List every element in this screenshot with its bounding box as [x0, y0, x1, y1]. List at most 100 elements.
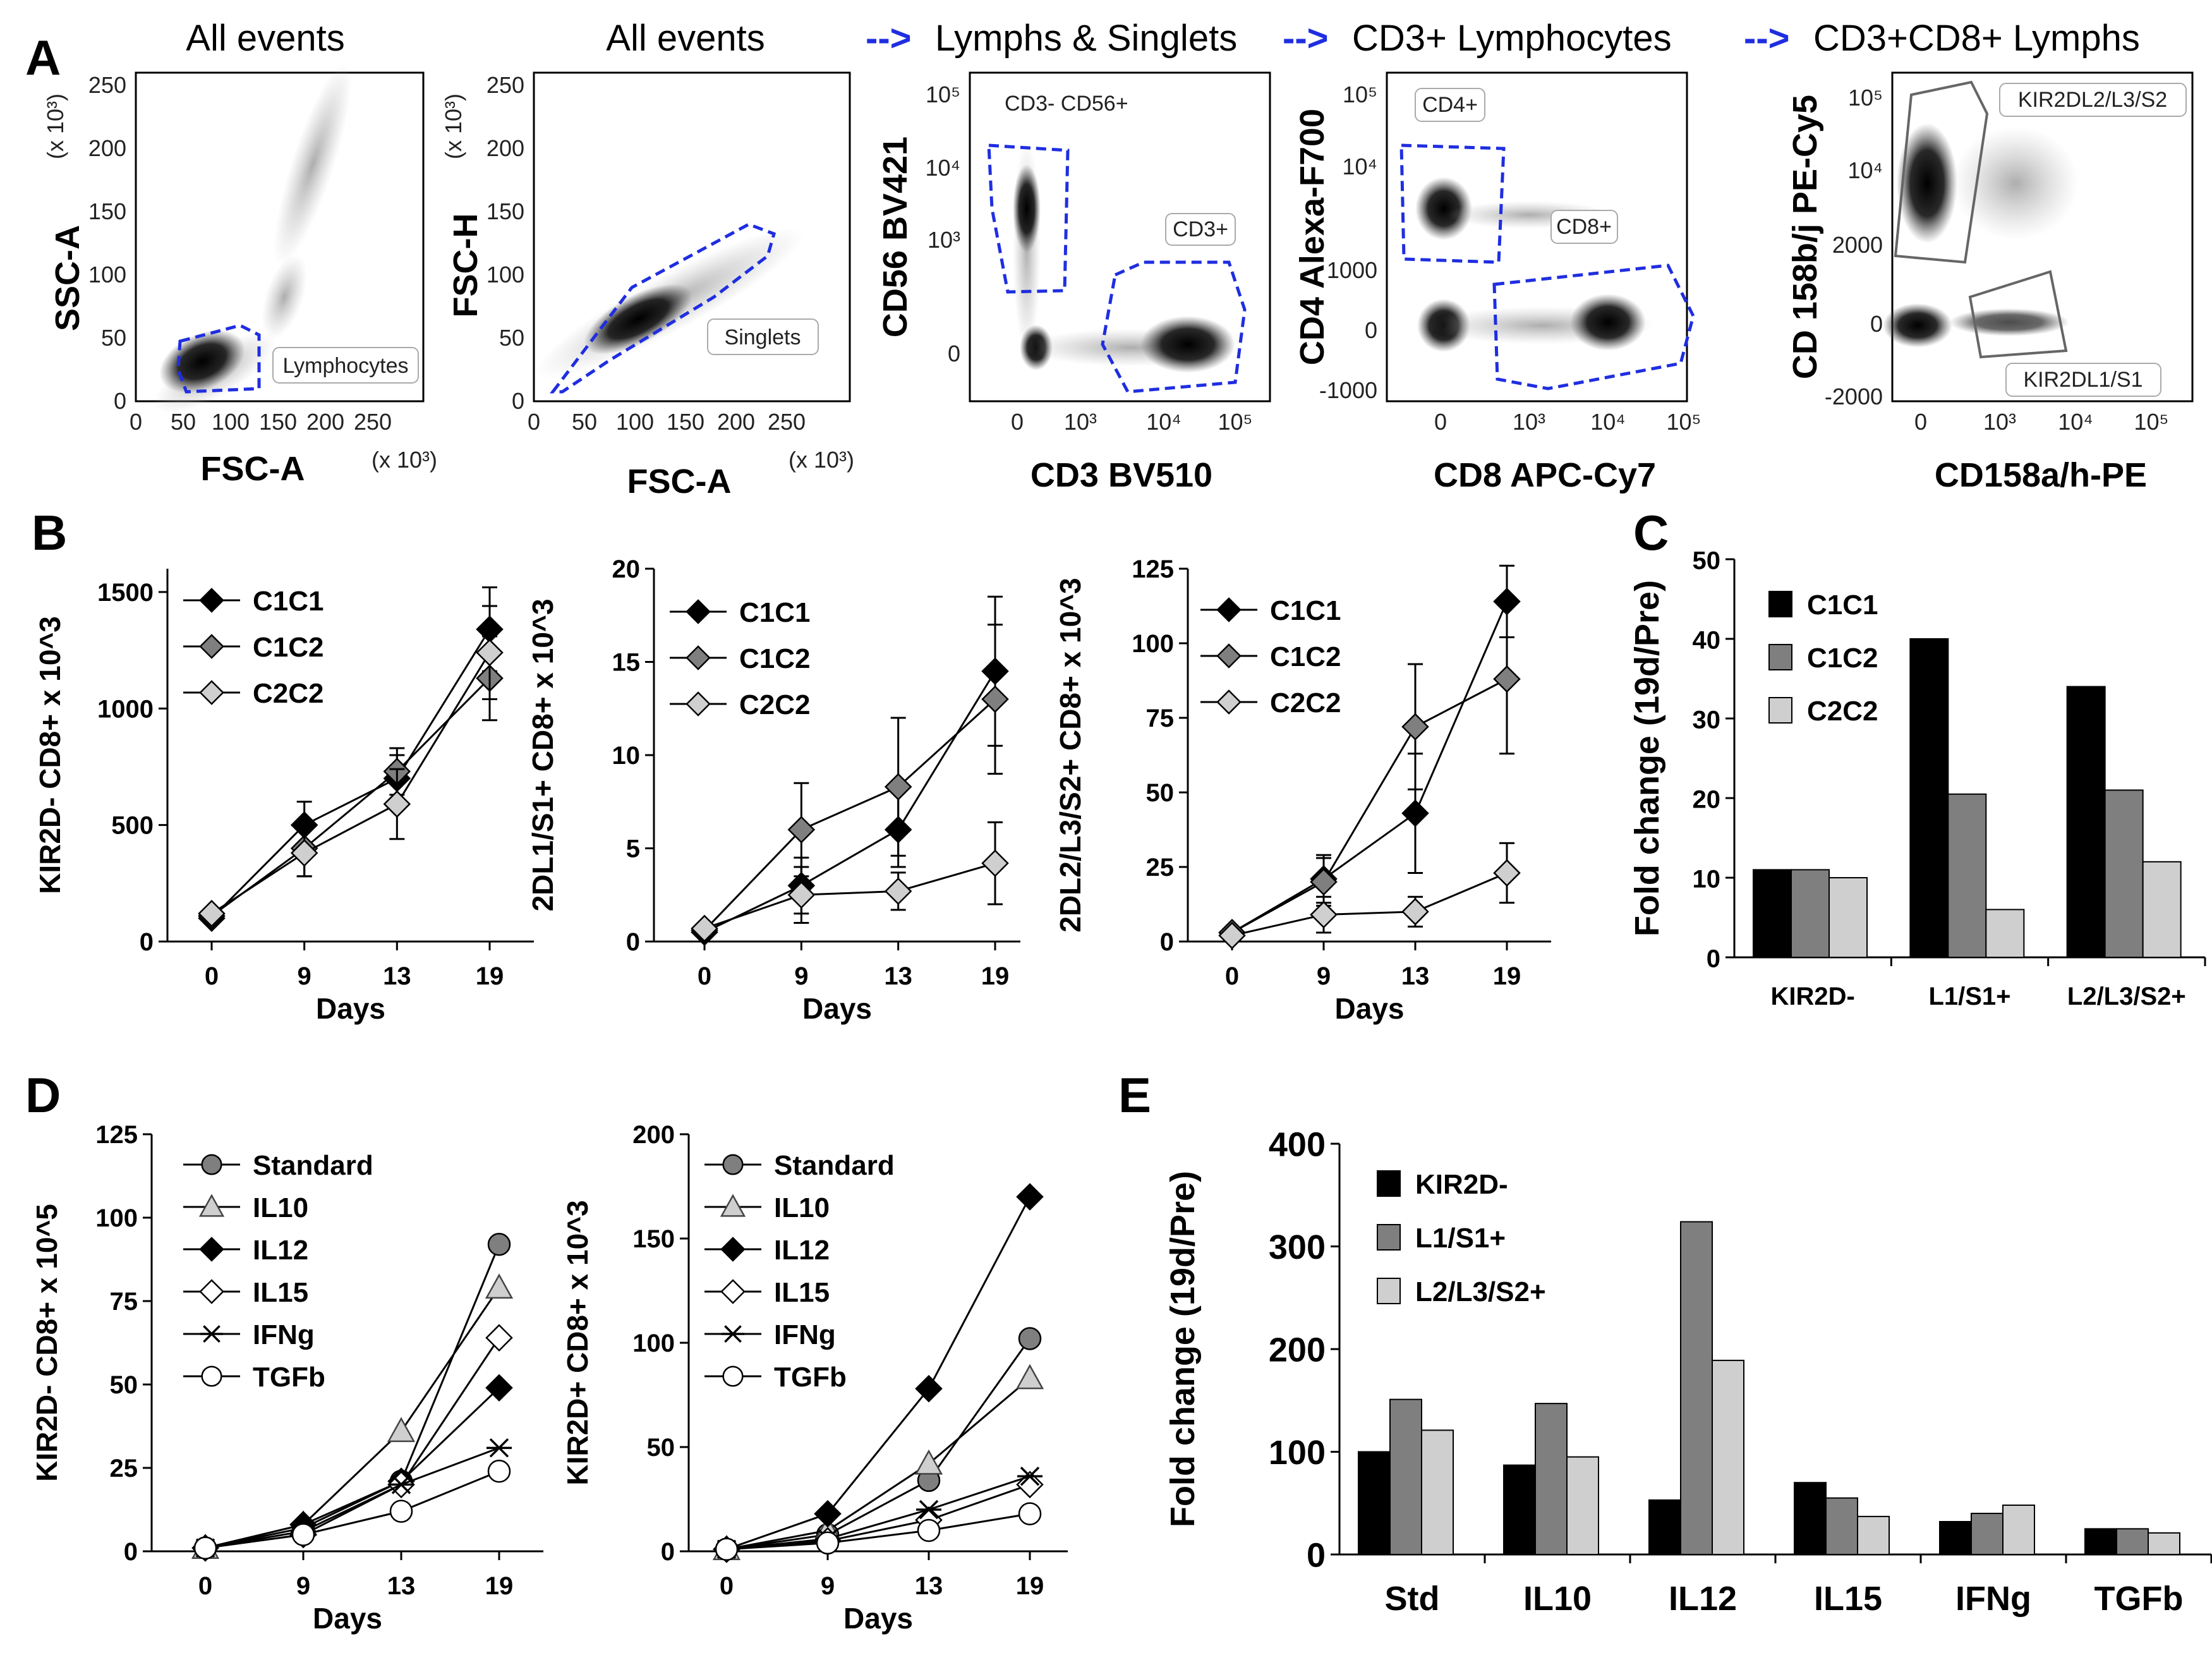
bar [1358, 1451, 1391, 1555]
legend-label: C2C2 [739, 689, 811, 720]
x-tick-label: 0 [698, 962, 711, 990]
bar [1794, 1482, 1827, 1555]
legend-marker [199, 1279, 224, 1304]
series-il12: IL12 [704, 1183, 1044, 1563]
data-point [1016, 1183, 1044, 1211]
data-point [1018, 1327, 1042, 1350]
y-tick-label: 50 [1146, 779, 1175, 807]
legend-label: IFNg [253, 1319, 315, 1350]
y-tick: 100 [487, 262, 524, 288]
bar [1680, 1221, 1713, 1555]
x-axis-label: Days [843, 1602, 913, 1635]
series-line [205, 1337, 500, 1549]
flow-panel-1: All events Lymphocytes 0 50 100 150 200 … [42, 18, 437, 488]
y-axis-label: SSC-A [49, 225, 87, 331]
x-tick: 10³ [1064, 409, 1097, 435]
data-point [981, 849, 1009, 877]
y-tick-label: 100 [1132, 630, 1174, 658]
x-axis-label: CD3 BV510 [1030, 456, 1212, 494]
legend-label: C1C2 [1270, 641, 1341, 672]
x-tick: 50 [171, 409, 196, 435]
series-line [704, 862, 996, 930]
y-tick: -2000 [1825, 384, 1883, 409]
legend-label: IL10 [774, 1192, 830, 1223]
data-point [485, 1273, 514, 1299]
x-tick-label: 19 [476, 962, 504, 990]
gate-label: Singlets [725, 325, 801, 349]
panel-label-e: E [1118, 1067, 1151, 1123]
legend-marker [722, 1366, 744, 1387]
y-tick: 10⁴ [1342, 154, 1377, 179]
bar [1791, 869, 1830, 959]
series-line [205, 1446, 500, 1549]
x-tick: 50 [572, 409, 597, 435]
legend-label: C1C2 [739, 643, 811, 674]
x-tick: 0 [1434, 409, 1447, 435]
series-line [703, 698, 996, 931]
x-tick-label: L1/S1+ [1928, 983, 2010, 1010]
y-tick-label: 15 [612, 649, 641, 677]
x-tick: 10⁵ [1667, 409, 1701, 435]
bar [2116, 1528, 2149, 1555]
chart-d1-kir2d-neg: 0 25 50 75 100 125 0 9 13 19 Days KIR2D- CD8+ x 10^… [30, 1121, 543, 1635]
x-tick-label: 0 [198, 1572, 212, 1600]
x-tick: 200 [306, 409, 344, 435]
legend-label: C1C2 [1807, 643, 1878, 674]
x-tick: 0 [1011, 409, 1024, 435]
data-point [814, 1499, 842, 1528]
chart-c-fold-change: 0 10 20 30 40 50 KIR2D- L1/S1+ L2/L3/S2+ Fold cha… [1628, 547, 2206, 1010]
x-tick: 250 [354, 409, 392, 435]
flow-title: All events [606, 18, 765, 59]
data-point [816, 1531, 840, 1555]
legend-label: C1C1 [1807, 590, 1878, 621]
x-tick-label: 9 [298, 962, 311, 990]
y-axis-label: Fold change (19d/Pre) [1164, 1171, 1202, 1527]
y-tick-label: 75 [1146, 705, 1175, 732]
x-axis-label: FSC-A [627, 463, 732, 500]
y-tick-label: 25 [1146, 854, 1175, 881]
legend-marker [720, 1279, 746, 1304]
y-tick-label: 1500 [97, 579, 154, 607]
x-tick-label: 13 [884, 962, 912, 990]
y-axis-label: 2DL2/L3/S2+ CD8+ x 10^3 [1054, 578, 1087, 932]
data-point [1017, 1466, 1043, 1486]
x-tick-label: 13 [915, 1572, 943, 1600]
data-point [193, 1536, 217, 1560]
x-tick-label: L2/L3/S2+ [2067, 983, 2186, 1010]
x-tick: 10⁴ [2058, 409, 2093, 435]
series-line [211, 677, 491, 917]
x-tick-label: IFNg [1955, 1580, 2031, 1618]
series-line [726, 1338, 1031, 1551]
y-axis-label: KIR2D+ CD8+ x 10^3 [561, 1200, 594, 1485]
x-tick: 200 [717, 409, 755, 435]
panel-label-d: D [25, 1067, 61, 1123]
data-point [198, 899, 226, 928]
x-tick: 0 [130, 409, 142, 435]
y-tick: 50 [101, 325, 126, 351]
y-tick-label: 10 [612, 742, 641, 770]
legend-label: IL12 [774, 1235, 830, 1266]
y-tick: 0 [114, 388, 126, 414]
x-axis-label: Days [802, 992, 872, 1025]
series-c1c2: C1C2 [183, 632, 504, 930]
legend-label: C1C1 [1270, 595, 1341, 626]
data-point [485, 1324, 513, 1352]
legend-label: IL12 [253, 1235, 308, 1266]
gate-label: CD4+ [1422, 93, 1478, 117]
flow-arrow: --> [866, 18, 912, 59]
y-axis-label: 2DL1/S1+ CD8+ x 10^3 [526, 599, 559, 912]
y-tick-label: 10 [1693, 866, 1721, 894]
x-axis-label: CD158a/h-PE [1935, 456, 2147, 494]
legend-marker [199, 588, 224, 613]
legend-marker [199, 680, 224, 705]
panel-label-c: C [1633, 505, 1669, 560]
x-tick: 10⁴ [1590, 409, 1626, 435]
series-line [205, 1244, 500, 1549]
bar [1753, 869, 1792, 959]
data-point [383, 790, 411, 818]
x-tick-label: 9 [821, 1572, 835, 1600]
legend-marker [1216, 689, 1242, 715]
series-c1c2: C1C2 [1200, 603, 1521, 947]
x-tick: 0 [1914, 409, 1927, 435]
legend-swatch [1768, 591, 1792, 617]
